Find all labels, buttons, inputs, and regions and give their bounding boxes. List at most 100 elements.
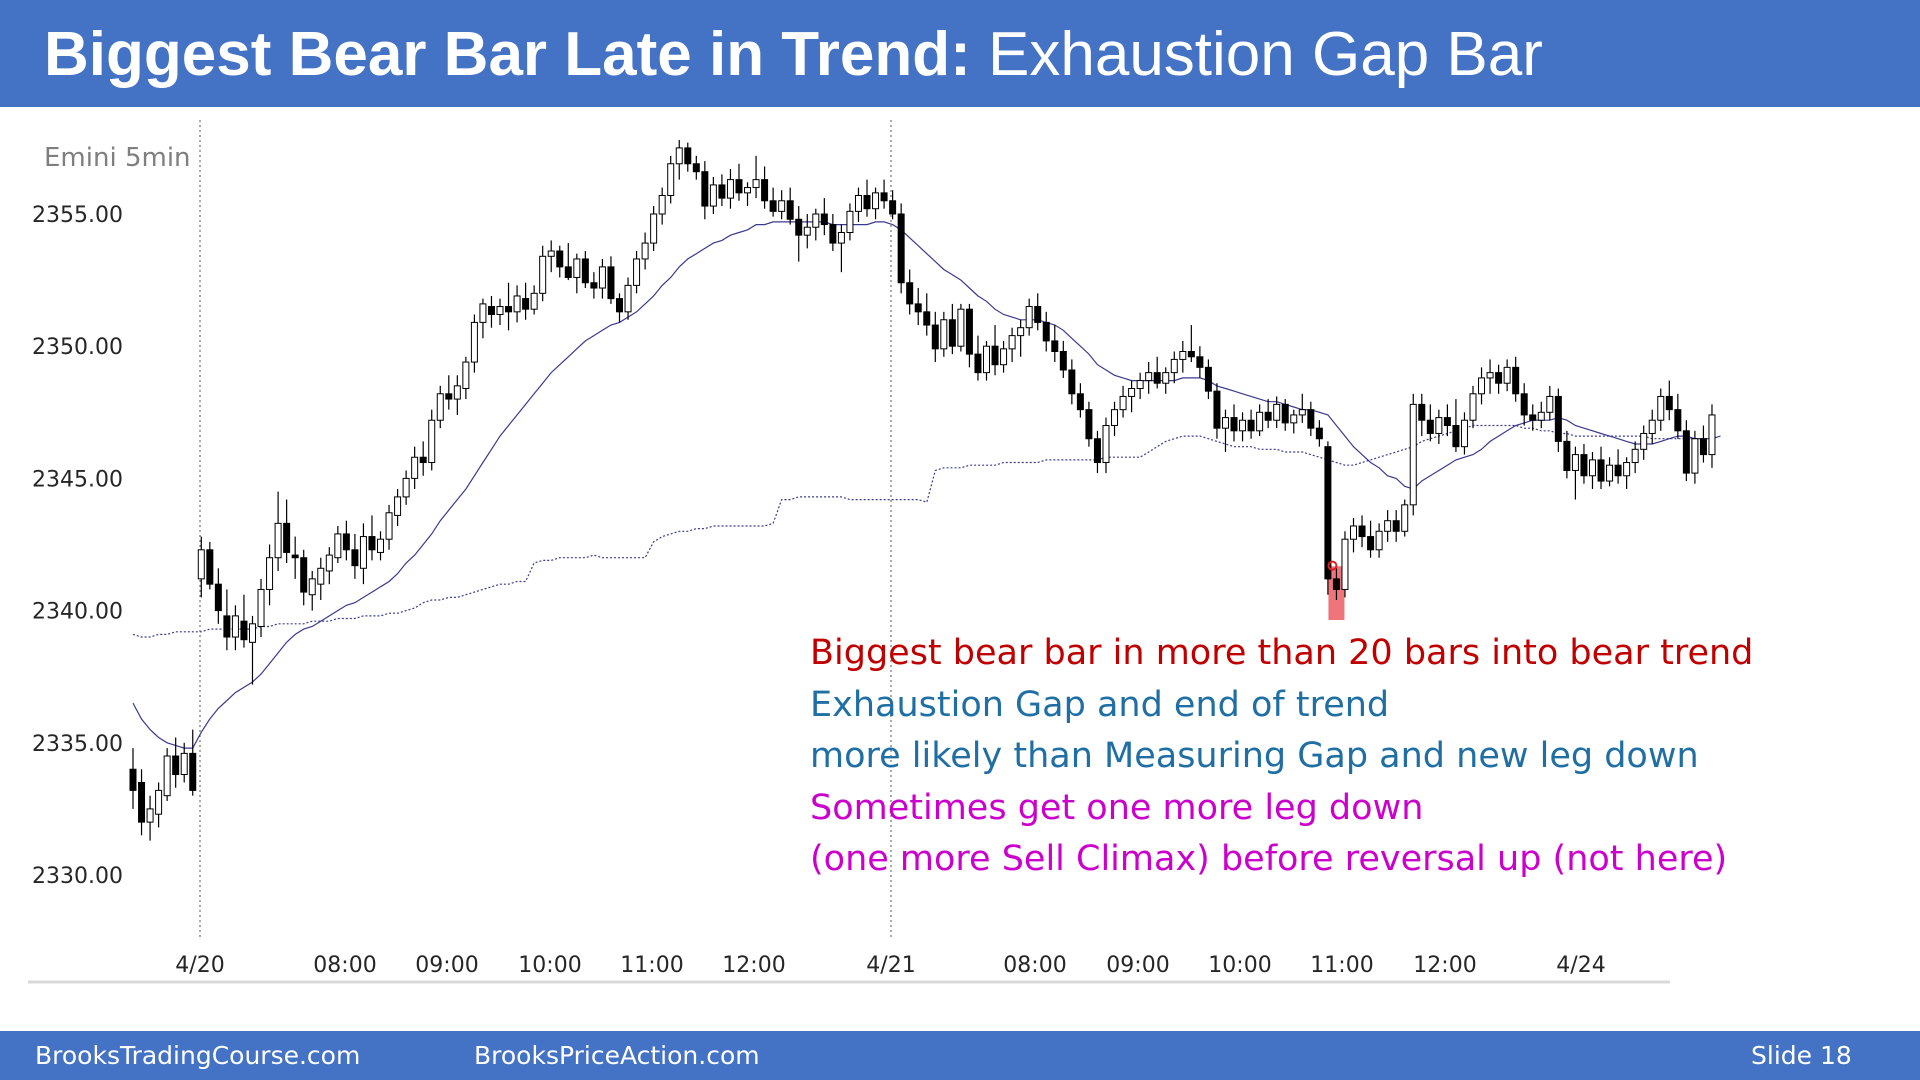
bull-candle-body <box>1119 395 1127 411</box>
bear-candle-body <box>1332 578 1340 590</box>
x-tick-label: 12:00 <box>1413 953 1476 978</box>
bear-candle-body <box>189 752 197 791</box>
candle <box>189 729 197 796</box>
bull-candle-body <box>180 752 188 776</box>
candle <box>411 446 419 489</box>
bull-candle-body <box>1179 350 1187 360</box>
candle <box>940 311 948 357</box>
candle <box>231 605 239 651</box>
bull-candle-body <box>1503 366 1511 384</box>
candles <box>129 139 1716 841</box>
candle <box>462 356 470 400</box>
bull-candle-body <box>359 536 367 569</box>
candle <box>334 525 342 564</box>
y-tick-label: 2355.00 <box>32 203 123 228</box>
candle <box>1247 409 1255 439</box>
bear-candle-body <box>1614 464 1622 477</box>
bear-candle-body <box>564 266 572 278</box>
x-tick-label: 4/20 <box>175 953 224 978</box>
bull-candle-body <box>940 319 948 350</box>
candle <box>1017 319 1025 357</box>
candle <box>240 594 248 648</box>
bull-candle-body <box>573 258 581 278</box>
bull-candle-body <box>197 549 205 580</box>
bear-candle-body <box>240 620 248 641</box>
bear-candle-body <box>214 583 222 612</box>
bull-candle-body <box>1000 348 1008 366</box>
y-tick-label: 2330.00 <box>32 864 123 889</box>
average-lines <box>132 221 1721 749</box>
bear-candle-body <box>368 536 376 551</box>
bull-candle-body <box>1298 409 1306 416</box>
bear-candle-body <box>1076 393 1084 411</box>
candle <box>1025 298 1033 336</box>
annotation-line: Sometimes get one more leg down <box>810 787 1424 828</box>
bull-candle-body <box>334 533 342 559</box>
candle <box>1486 359 1494 394</box>
bear-candle-body <box>522 298 530 310</box>
symbol-label: Emini 5min <box>44 143 191 173</box>
candle <box>402 470 410 505</box>
x-tick-label: 10:00 <box>518 953 581 978</box>
slide-title-regular: Exhaustion Gap Bar <box>988 20 1543 89</box>
bear-candle-body <box>1204 366 1212 392</box>
annotation-line: Biggest bear bar in more than 20 bars in… <box>810 633 1754 673</box>
candle <box>146 795 154 841</box>
candlestick-chart: 2330.00 2335.00 2340.00 2345.00 2350.00 2355.… <box>28 120 1721 984</box>
x-tick-label: 09:00 <box>1106 953 1169 978</box>
candle <box>351 533 359 579</box>
bear-candle-body <box>1307 409 1315 429</box>
bear-candle-body <box>206 549 214 585</box>
candle <box>1239 412 1247 442</box>
candle <box>761 166 769 209</box>
bull-candle-body <box>155 789 163 815</box>
candle <box>1204 359 1212 400</box>
bull-candle-body <box>752 179 760 189</box>
x-tick-label: 4/24 <box>1556 953 1605 978</box>
bear-candle-body <box>505 306 513 313</box>
candle <box>1367 520 1375 558</box>
candle <box>1136 372 1144 400</box>
candle <box>129 748 137 809</box>
candle <box>1384 510 1392 542</box>
bull-candle-body <box>428 419 436 464</box>
candle <box>1179 340 1187 373</box>
candle <box>1426 404 1434 442</box>
candle <box>1358 515 1366 548</box>
candle <box>214 568 222 624</box>
candle <box>1093 430 1101 474</box>
candle <box>172 737 180 788</box>
bear-candle-body <box>1264 411 1272 421</box>
bear-candle-body <box>1085 409 1093 440</box>
candle <box>1170 351 1178 384</box>
candle <box>453 375 461 415</box>
signal-marker <box>1327 560 1338 571</box>
candle <box>1691 430 1699 484</box>
bear-candle-body <box>1495 372 1503 384</box>
bull-candle-body <box>1648 419 1656 434</box>
bear-candle-body <box>761 179 769 202</box>
bear-candle-body <box>1281 403 1289 424</box>
candle <box>1563 430 1571 479</box>
candle <box>598 258 606 299</box>
bull-candle-body <box>462 361 470 390</box>
candle <box>436 385 444 429</box>
bear-candle-body <box>863 194 871 210</box>
y-axis-ticks: 2330.00 2335.00 2340.00 2345.00 2350.00 2355.… <box>32 203 123 889</box>
bear-candle-body <box>889 200 897 215</box>
candle <box>1452 399 1460 452</box>
candle <box>257 578 265 638</box>
candle <box>675 139 683 180</box>
bear-candle-body <box>769 200 777 212</box>
bull-candle-body <box>513 295 521 313</box>
candle <box>957 303 965 352</box>
bull-candle-body <box>385 512 393 540</box>
bull-candle-body <box>317 567 325 585</box>
bull-candle-body <box>1273 403 1281 421</box>
bear-candle-body <box>556 250 564 268</box>
bear-candle-body <box>991 345 999 366</box>
y-tick-label: 2350.00 <box>32 335 123 360</box>
bull-candle-body <box>624 284 632 313</box>
bear-candle-body <box>701 171 709 207</box>
candle <box>1375 523 1383 558</box>
